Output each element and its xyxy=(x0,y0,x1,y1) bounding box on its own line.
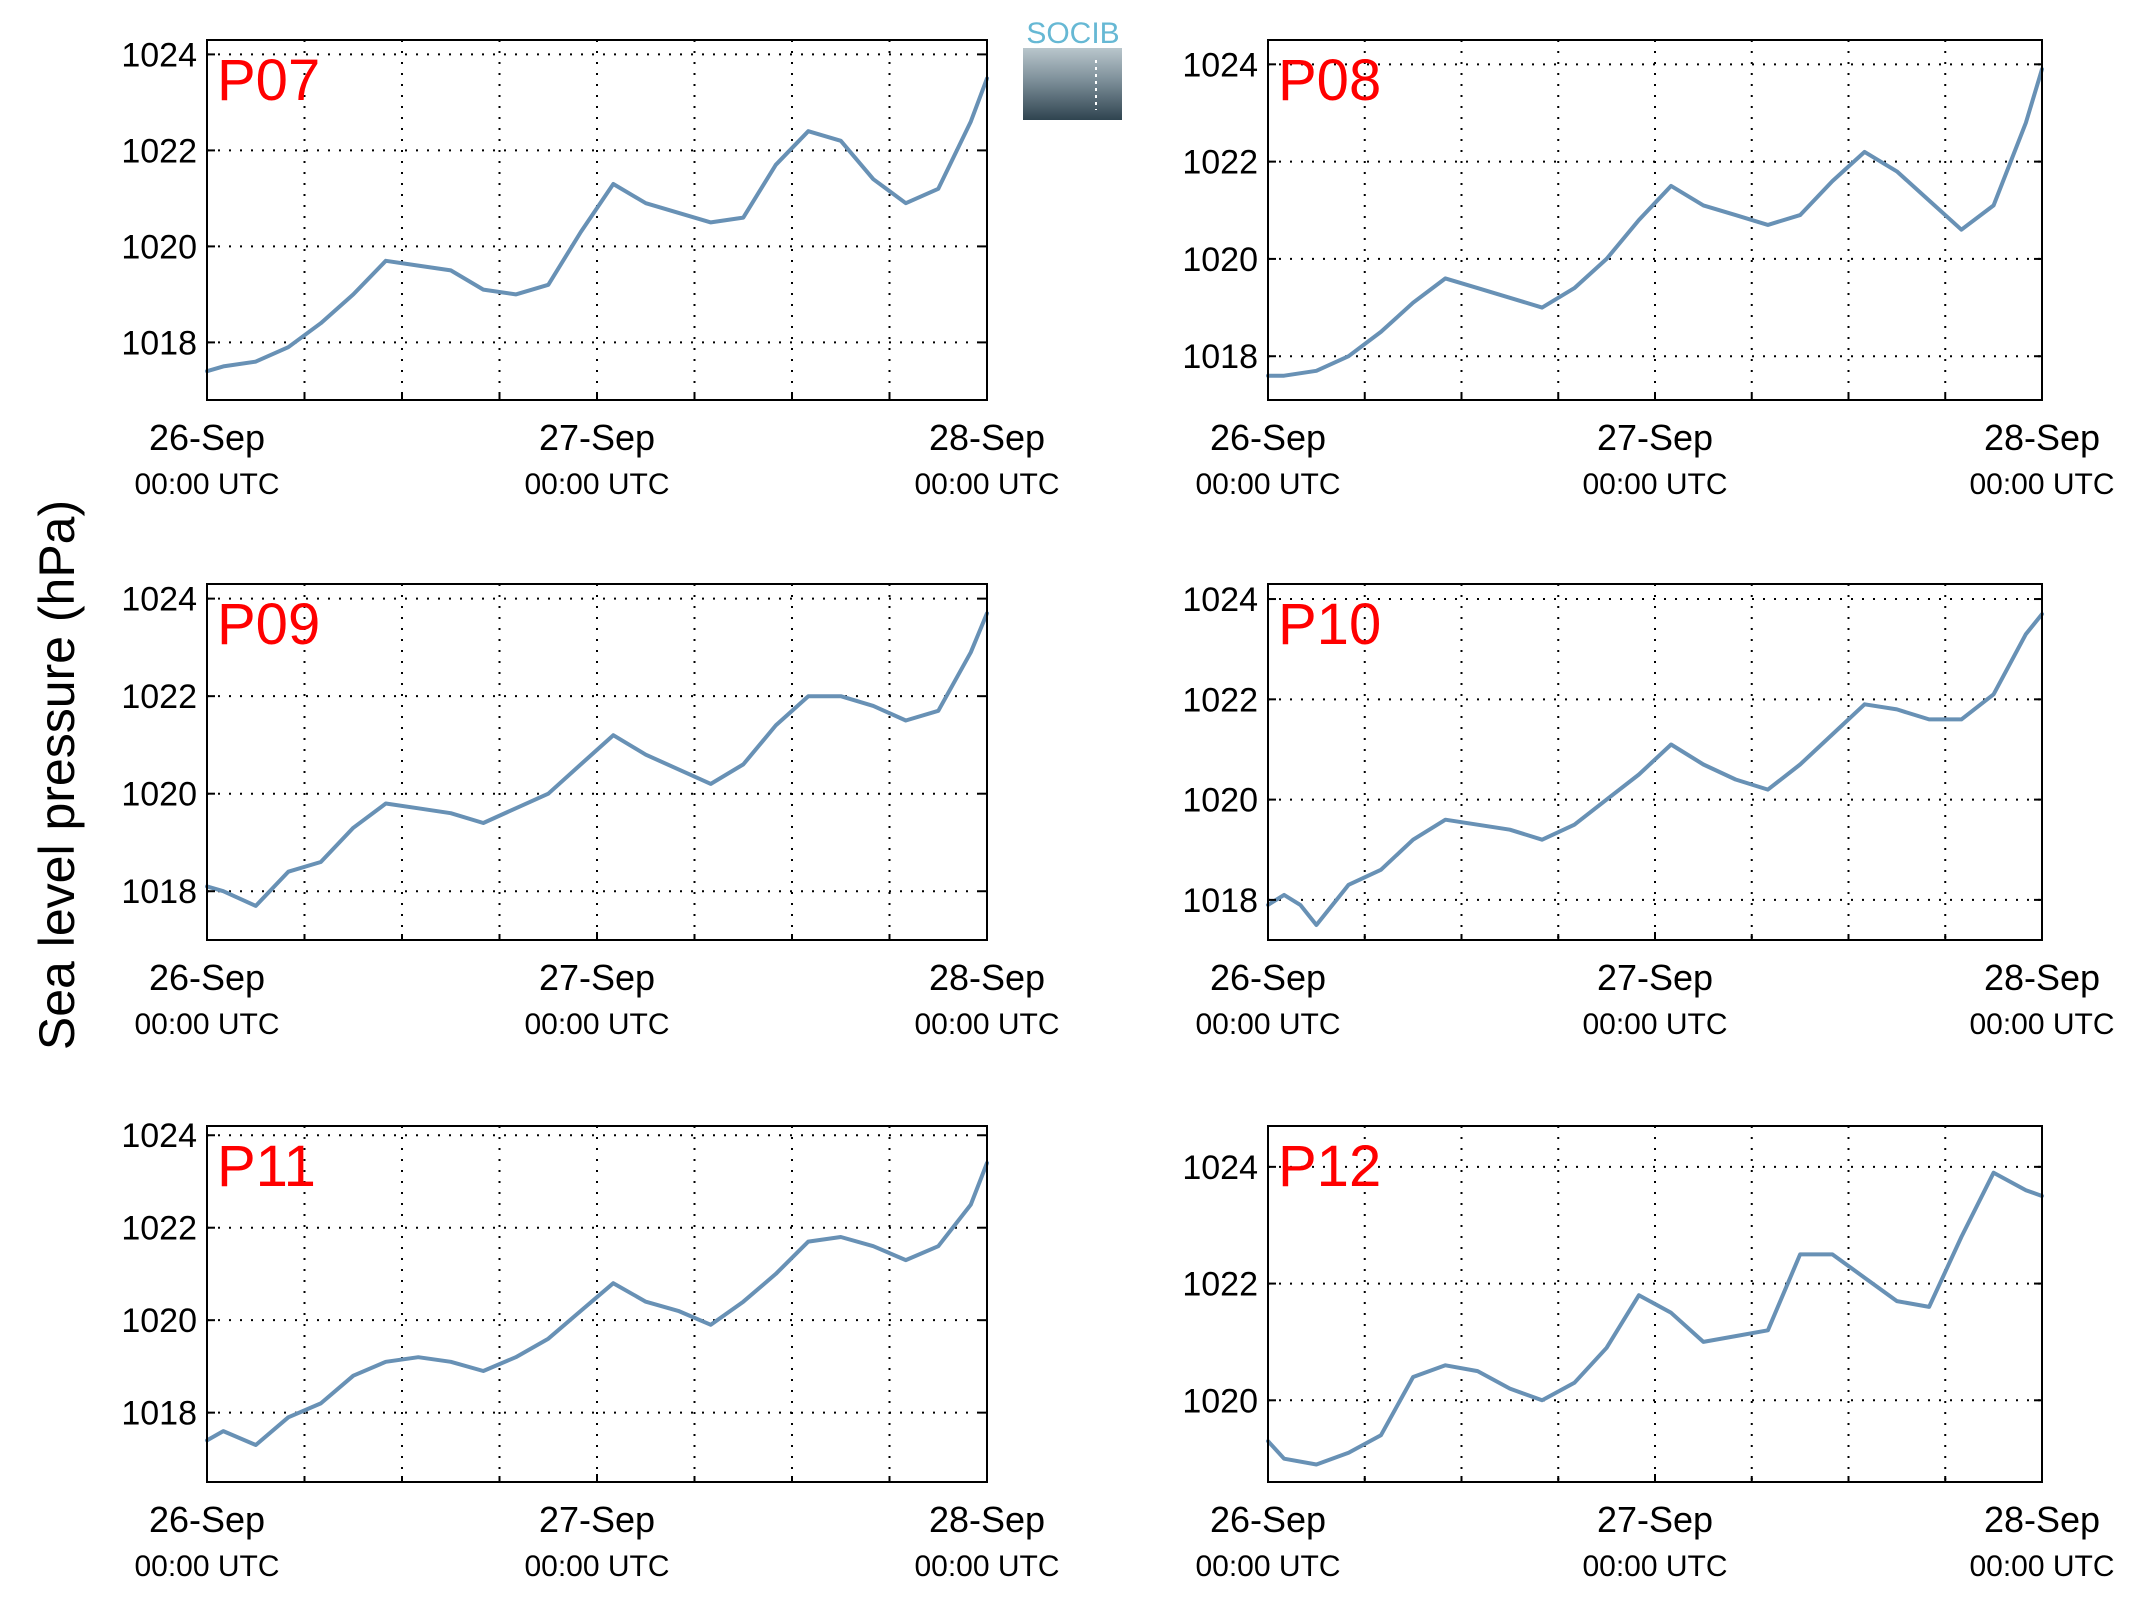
x-tick-label-time: 00:00 UTC xyxy=(914,468,1059,501)
x-tick-label-time: 00:00 UTC xyxy=(914,1008,1059,1041)
panel-label: P08 xyxy=(1278,48,1381,113)
y-tick-label: 1022 xyxy=(121,132,197,170)
x-tick-label-date: 28-Sep xyxy=(929,957,1045,998)
y-tick-label: 1018 xyxy=(121,324,197,362)
x-tick-label-time: 00:00 UTC xyxy=(1969,468,2114,501)
x-tick-label-time: 00:00 UTC xyxy=(134,1550,279,1583)
y-tick-label: 1024 xyxy=(1182,1149,1258,1187)
chart-panel-p11: 1018 1020 1022 1024 26-Sep 00:00 UTC 27-Sep 00:… xyxy=(121,1117,1059,1583)
y-tick-label: 1020 xyxy=(1182,782,1258,820)
y-tick-label: 1018 xyxy=(1182,882,1258,920)
plot-frame xyxy=(1267,39,2043,401)
y-tick-label: 1018 xyxy=(1182,338,1258,376)
x-tick-label-date: 27-Sep xyxy=(1597,1499,1713,1540)
x-tick-label-time: 00:00 UTC xyxy=(134,1008,279,1041)
x-tick-label-date: 26-Sep xyxy=(1210,417,1326,458)
y-tick-label: 1024 xyxy=(121,581,197,619)
chart-panel-p10: 1018 1020 1022 1024 26-Sep 00:00 UTC 27-Sep 00:… xyxy=(1182,581,2114,1041)
y-tick-label: 1020 xyxy=(1182,241,1258,279)
y-tick-label: 1018 xyxy=(121,873,197,911)
x-tick-label-date: 28-Sep xyxy=(1984,417,2100,458)
x-tick-label-time: 00:00 UTC xyxy=(914,1550,1059,1583)
y-tick-label: 1020 xyxy=(121,1302,197,1340)
x-tick-label-date: 28-Sep xyxy=(929,417,1045,458)
x-tick-label-date: 27-Sep xyxy=(539,957,655,998)
y-tick-label: 1022 xyxy=(1182,681,1258,719)
x-tick-label-time: 00:00 UTC xyxy=(1582,1550,1727,1583)
y-tick-label: 1024 xyxy=(121,36,197,74)
pressure-series-line xyxy=(205,611,989,908)
y-tick-label: 1020 xyxy=(121,228,197,266)
x-tick-label-time: 00:00 UTC xyxy=(1582,1008,1727,1041)
pressure-series-line xyxy=(1266,1170,2044,1467)
x-tick-label-time: 00:00 UTC xyxy=(524,1008,669,1041)
panel-label: P12 xyxy=(1278,1134,1381,1199)
y-tick-label: 1022 xyxy=(121,1210,197,1248)
x-tick-label-time: 00:00 UTC xyxy=(1582,468,1727,501)
x-tick-label-date: 26-Sep xyxy=(149,417,265,458)
x-tick-label-date: 27-Sep xyxy=(1597,417,1713,458)
plot-frame xyxy=(206,39,988,401)
panel-label: P10 xyxy=(1278,592,1381,657)
panel-label: P11 xyxy=(217,1134,316,1199)
y-tick-label: 1020 xyxy=(1182,1382,1258,1420)
x-tick-label-time: 00:00 UTC xyxy=(524,1550,669,1583)
x-tick-label-date: 27-Sep xyxy=(539,1499,655,1540)
chart-panel-p09: 1018 1020 1022 1024 26-Sep 00:00 UTC 27-Sep 00:… xyxy=(121,581,1059,1041)
x-tick-label-date: 28-Sep xyxy=(1984,957,2100,998)
pressure-series-line xyxy=(205,1161,989,1447)
pressure-series-line xyxy=(205,76,989,374)
x-tick-label-time: 00:00 UTC xyxy=(134,468,279,501)
x-tick-label-date: 28-Sep xyxy=(1984,1499,2100,1540)
y-axis-label: Sea level pressure (hPa) xyxy=(29,500,85,1050)
x-tick-label-date: 26-Sep xyxy=(149,957,265,998)
x-tick-label-time: 00:00 UTC xyxy=(1969,1008,2114,1041)
x-tick-label-time: 00:00 UTC xyxy=(1195,468,1340,501)
x-tick-label-time: 00:00 UTC xyxy=(1969,1550,2114,1583)
socib-logo: SOCIB xyxy=(1023,17,1122,120)
y-tick-label: 1020 xyxy=(121,776,197,814)
y-tick-label: 1022 xyxy=(1182,144,1258,182)
x-tick-label-time: 00:00 UTC xyxy=(1195,1008,1340,1041)
y-tick-label: 1022 xyxy=(121,678,197,716)
x-tick-label-date: 28-Sep xyxy=(929,1499,1045,1540)
y-tick-label: 1024 xyxy=(1182,46,1258,84)
pressure-series-line xyxy=(1266,612,2044,927)
x-tick-label-date: 26-Sep xyxy=(1210,1499,1326,1540)
x-tick-label-date: 26-Sep xyxy=(149,1499,265,1540)
y-tick-label: 1018 xyxy=(121,1395,197,1433)
chart-panel-p07: 1018 1020 1022 1024 26-Sep 00:00 UTC 27-Sep 00:… xyxy=(121,36,1059,501)
panel-label: P07 xyxy=(217,48,320,113)
pressure-series-line xyxy=(1266,67,2044,378)
logo-text: SOCIB xyxy=(1026,17,1119,50)
chart-panel-p08: 1018 1020 1022 1024 26-Sep 00:00 UTC 27-Sep 00:… xyxy=(1182,39,2115,501)
x-tick-label-date: 26-Sep xyxy=(1210,957,1326,998)
y-tick-label: 1024 xyxy=(1182,581,1258,619)
y-tick-label: 1024 xyxy=(121,1117,197,1155)
x-tick-label-time: 00:00 UTC xyxy=(524,468,669,501)
x-tick-label-date: 27-Sep xyxy=(539,417,655,458)
x-tick-label-date: 27-Sep xyxy=(1597,957,1713,998)
chart-panel-p12: 1020 1022 1024 26-Sep 00:00 UTC 27-Sep 00:00 U… xyxy=(1182,1125,2115,1583)
x-tick-label-time: 00:00 UTC xyxy=(1195,1550,1340,1583)
y-tick-label: 1022 xyxy=(1182,1266,1258,1304)
panel-label: P09 xyxy=(217,592,320,657)
